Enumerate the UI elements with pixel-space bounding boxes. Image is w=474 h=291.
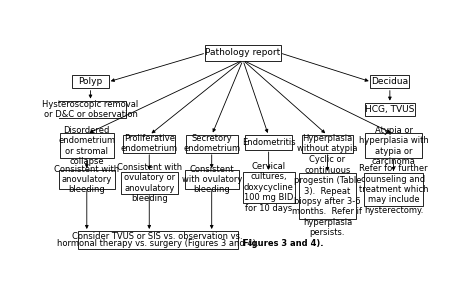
FancyBboxPatch shape — [370, 75, 410, 88]
Text: Secretory
endometrium: Secretory endometrium — [183, 134, 240, 153]
FancyBboxPatch shape — [186, 134, 237, 153]
Text: Pathology report: Pathology report — [205, 48, 281, 57]
Text: Consistent with
anovulatory
bleeding: Consistent with anovulatory bleeding — [54, 164, 119, 194]
FancyBboxPatch shape — [365, 103, 415, 116]
FancyBboxPatch shape — [60, 133, 114, 158]
FancyBboxPatch shape — [123, 134, 175, 153]
FancyBboxPatch shape — [78, 231, 238, 249]
FancyBboxPatch shape — [365, 133, 422, 158]
FancyBboxPatch shape — [205, 45, 281, 61]
Text: Cyclic or
continuous
progestin (Table
3).  Repeat
biopsy after 3-6
months.  Refe: Cyclic or continuous progestin (Table 3)… — [292, 155, 363, 237]
FancyBboxPatch shape — [72, 75, 109, 88]
Text: Consistent with
ovulatory or
anovulatory
bleeding: Consistent with ovulatory or anovulatory… — [117, 163, 182, 203]
Text: Proliferative
endometrium: Proliferative endometrium — [121, 134, 178, 153]
Text: Hyperplasia
without atypia: Hyperplasia without atypia — [297, 134, 358, 153]
FancyBboxPatch shape — [364, 173, 423, 206]
Text: Hysteroscopic removal
or D&C or observation: Hysteroscopic removal or D&C or observat… — [42, 100, 138, 119]
Text: Consider TVUS or SIS vs. observation vs.: Consider TVUS or SIS vs. observation vs. — [73, 232, 243, 241]
Text: Disordered
endometrium
or stromal
collapse: Disordered endometrium or stromal collap… — [58, 126, 115, 166]
Text: Figures 3 and 4).: Figures 3 and 4). — [243, 239, 324, 248]
Text: hormonal therapy vs. surgery (Figures 3 and 4).: hormonal therapy vs. surgery (Figures 3 … — [57, 239, 258, 248]
FancyBboxPatch shape — [55, 101, 127, 118]
FancyBboxPatch shape — [121, 172, 178, 194]
Text: Endometritis: Endometritis — [242, 138, 295, 147]
Text: Cervical
cultures,
doxycycline
100 mg BID
for 10 days: Cervical cultures, doxycycline 100 mg BI… — [244, 162, 293, 213]
Text: HCG, TVUS: HCG, TVUS — [365, 105, 415, 114]
FancyBboxPatch shape — [58, 170, 115, 189]
Text: Atypia or
hyperplasia with
atypia or
carcinoma: Atypia or hyperplasia with atypia or car… — [359, 126, 428, 166]
FancyBboxPatch shape — [246, 135, 292, 150]
Text: Polyp: Polyp — [78, 77, 102, 86]
Text: Refer for further
counseling and
treatment which
may include
hysterectomy.: Refer for further counseling and treatme… — [359, 164, 428, 215]
FancyBboxPatch shape — [299, 173, 356, 219]
Text: Decidua: Decidua — [371, 77, 409, 86]
FancyBboxPatch shape — [185, 170, 238, 189]
FancyBboxPatch shape — [243, 172, 294, 203]
Text: Consistent
with ovulatory
bleeding: Consistent with ovulatory bleeding — [182, 164, 242, 194]
FancyBboxPatch shape — [301, 134, 353, 153]
